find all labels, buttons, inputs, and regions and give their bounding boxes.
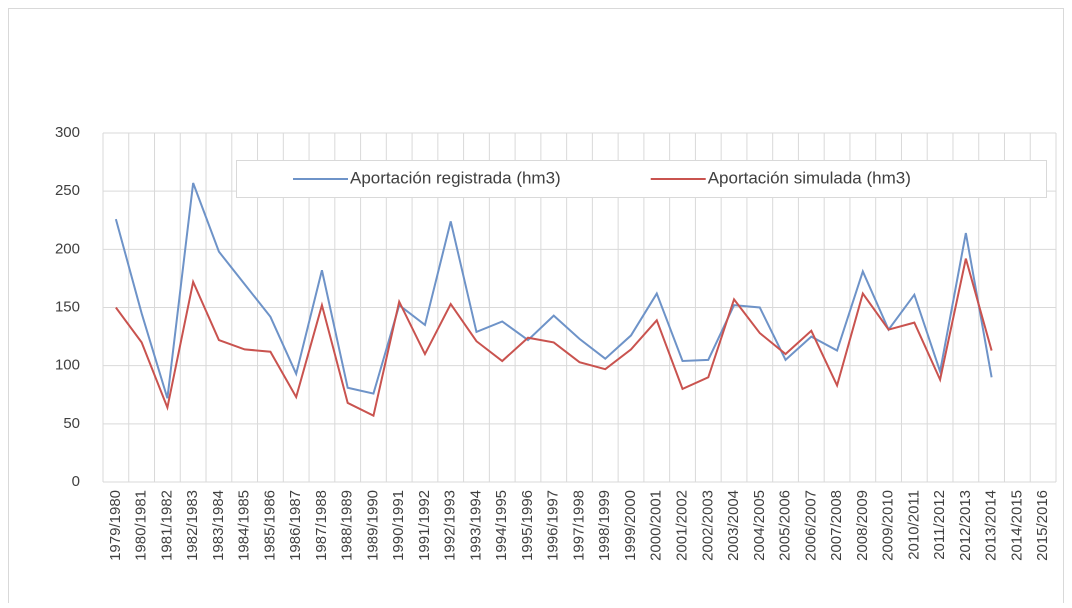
x-tick-label: 1987/1988: [313, 490, 330, 561]
x-tick-label: 2005/2006: [777, 490, 794, 561]
series-line: [115, 258, 993, 418]
x-tick-label: 2000/2001: [648, 490, 665, 561]
x-tick-label: 2006/2007: [802, 490, 819, 561]
x-tick-label: 2009/2010: [880, 490, 897, 561]
y-tick-label: 0: [72, 473, 80, 490]
legend-box: [236, 160, 1047, 198]
x-tick-label: 1990/1991: [390, 490, 407, 561]
y-tick-label: 200: [55, 240, 80, 257]
x-tick-label: 1999/2000: [622, 490, 639, 561]
legend-label: Aportación simulada (hm3): [708, 168, 911, 187]
x-tick-label: 2004/2005: [751, 490, 768, 561]
x-tick-label: 2011/2012: [931, 490, 948, 560]
x-tick-label: 1980/1981: [133, 490, 150, 561]
x-tick-label: 1992/1993: [442, 490, 459, 561]
x-tick-label: 1996/1997: [545, 490, 562, 561]
x-tick-label: 1986/1987: [287, 490, 304, 561]
x-tick-label: 1991/1992: [416, 490, 433, 561]
y-tick-label: 100: [55, 357, 80, 374]
x-tick-label: 2012/2013: [957, 490, 974, 561]
y-tick-label: 250: [55, 182, 80, 199]
x-tick-label: 1979/1980: [107, 490, 124, 561]
x-tick-label: 1984/1985: [236, 490, 253, 561]
x-tick-label: 1995/1996: [519, 490, 536, 561]
x-tick-label: 1981/1982: [158, 490, 175, 561]
x-tick-label: 2002/2003: [699, 490, 716, 561]
x-tick-label: 1997/1998: [570, 490, 587, 561]
x-tick-label: 2015/2016: [1034, 490, 1051, 561]
x-tick-label: 1983/1984: [210, 490, 227, 561]
y-tick-label: 50: [63, 415, 80, 432]
x-tick-label: 1993/1994: [467, 490, 484, 561]
x-tick-label: 2013/2014: [983, 490, 1000, 561]
y-tick-label: 300: [55, 124, 80, 141]
x-tick-label: 1998/1999: [596, 490, 613, 561]
x-tick-label: 1988/1989: [339, 490, 356, 561]
x-tick-label: 2008/2009: [854, 490, 871, 561]
x-tick-label: 2001/2002: [673, 490, 690, 561]
chart-border: [8, 8, 1064, 608]
x-tick-label: 2003/2004: [725, 490, 742, 561]
x-tick-label: 2010/2011: [905, 490, 922, 560]
x-tick-label: 1985/1986: [261, 490, 278, 561]
x-tick-label: 2007/2008: [828, 490, 845, 561]
series-line: [114, 182, 993, 399]
x-tick-label: 1989/1990: [364, 490, 381, 561]
x-tick-label: 2014/2015: [1008, 490, 1025, 561]
legend-label: Aportación registrada (hm3): [350, 168, 561, 187]
x-tick-label: 1982/1983: [184, 490, 201, 561]
x-tick-label: 1994/1995: [493, 490, 510, 561]
y-tick-label: 150: [55, 298, 80, 315]
